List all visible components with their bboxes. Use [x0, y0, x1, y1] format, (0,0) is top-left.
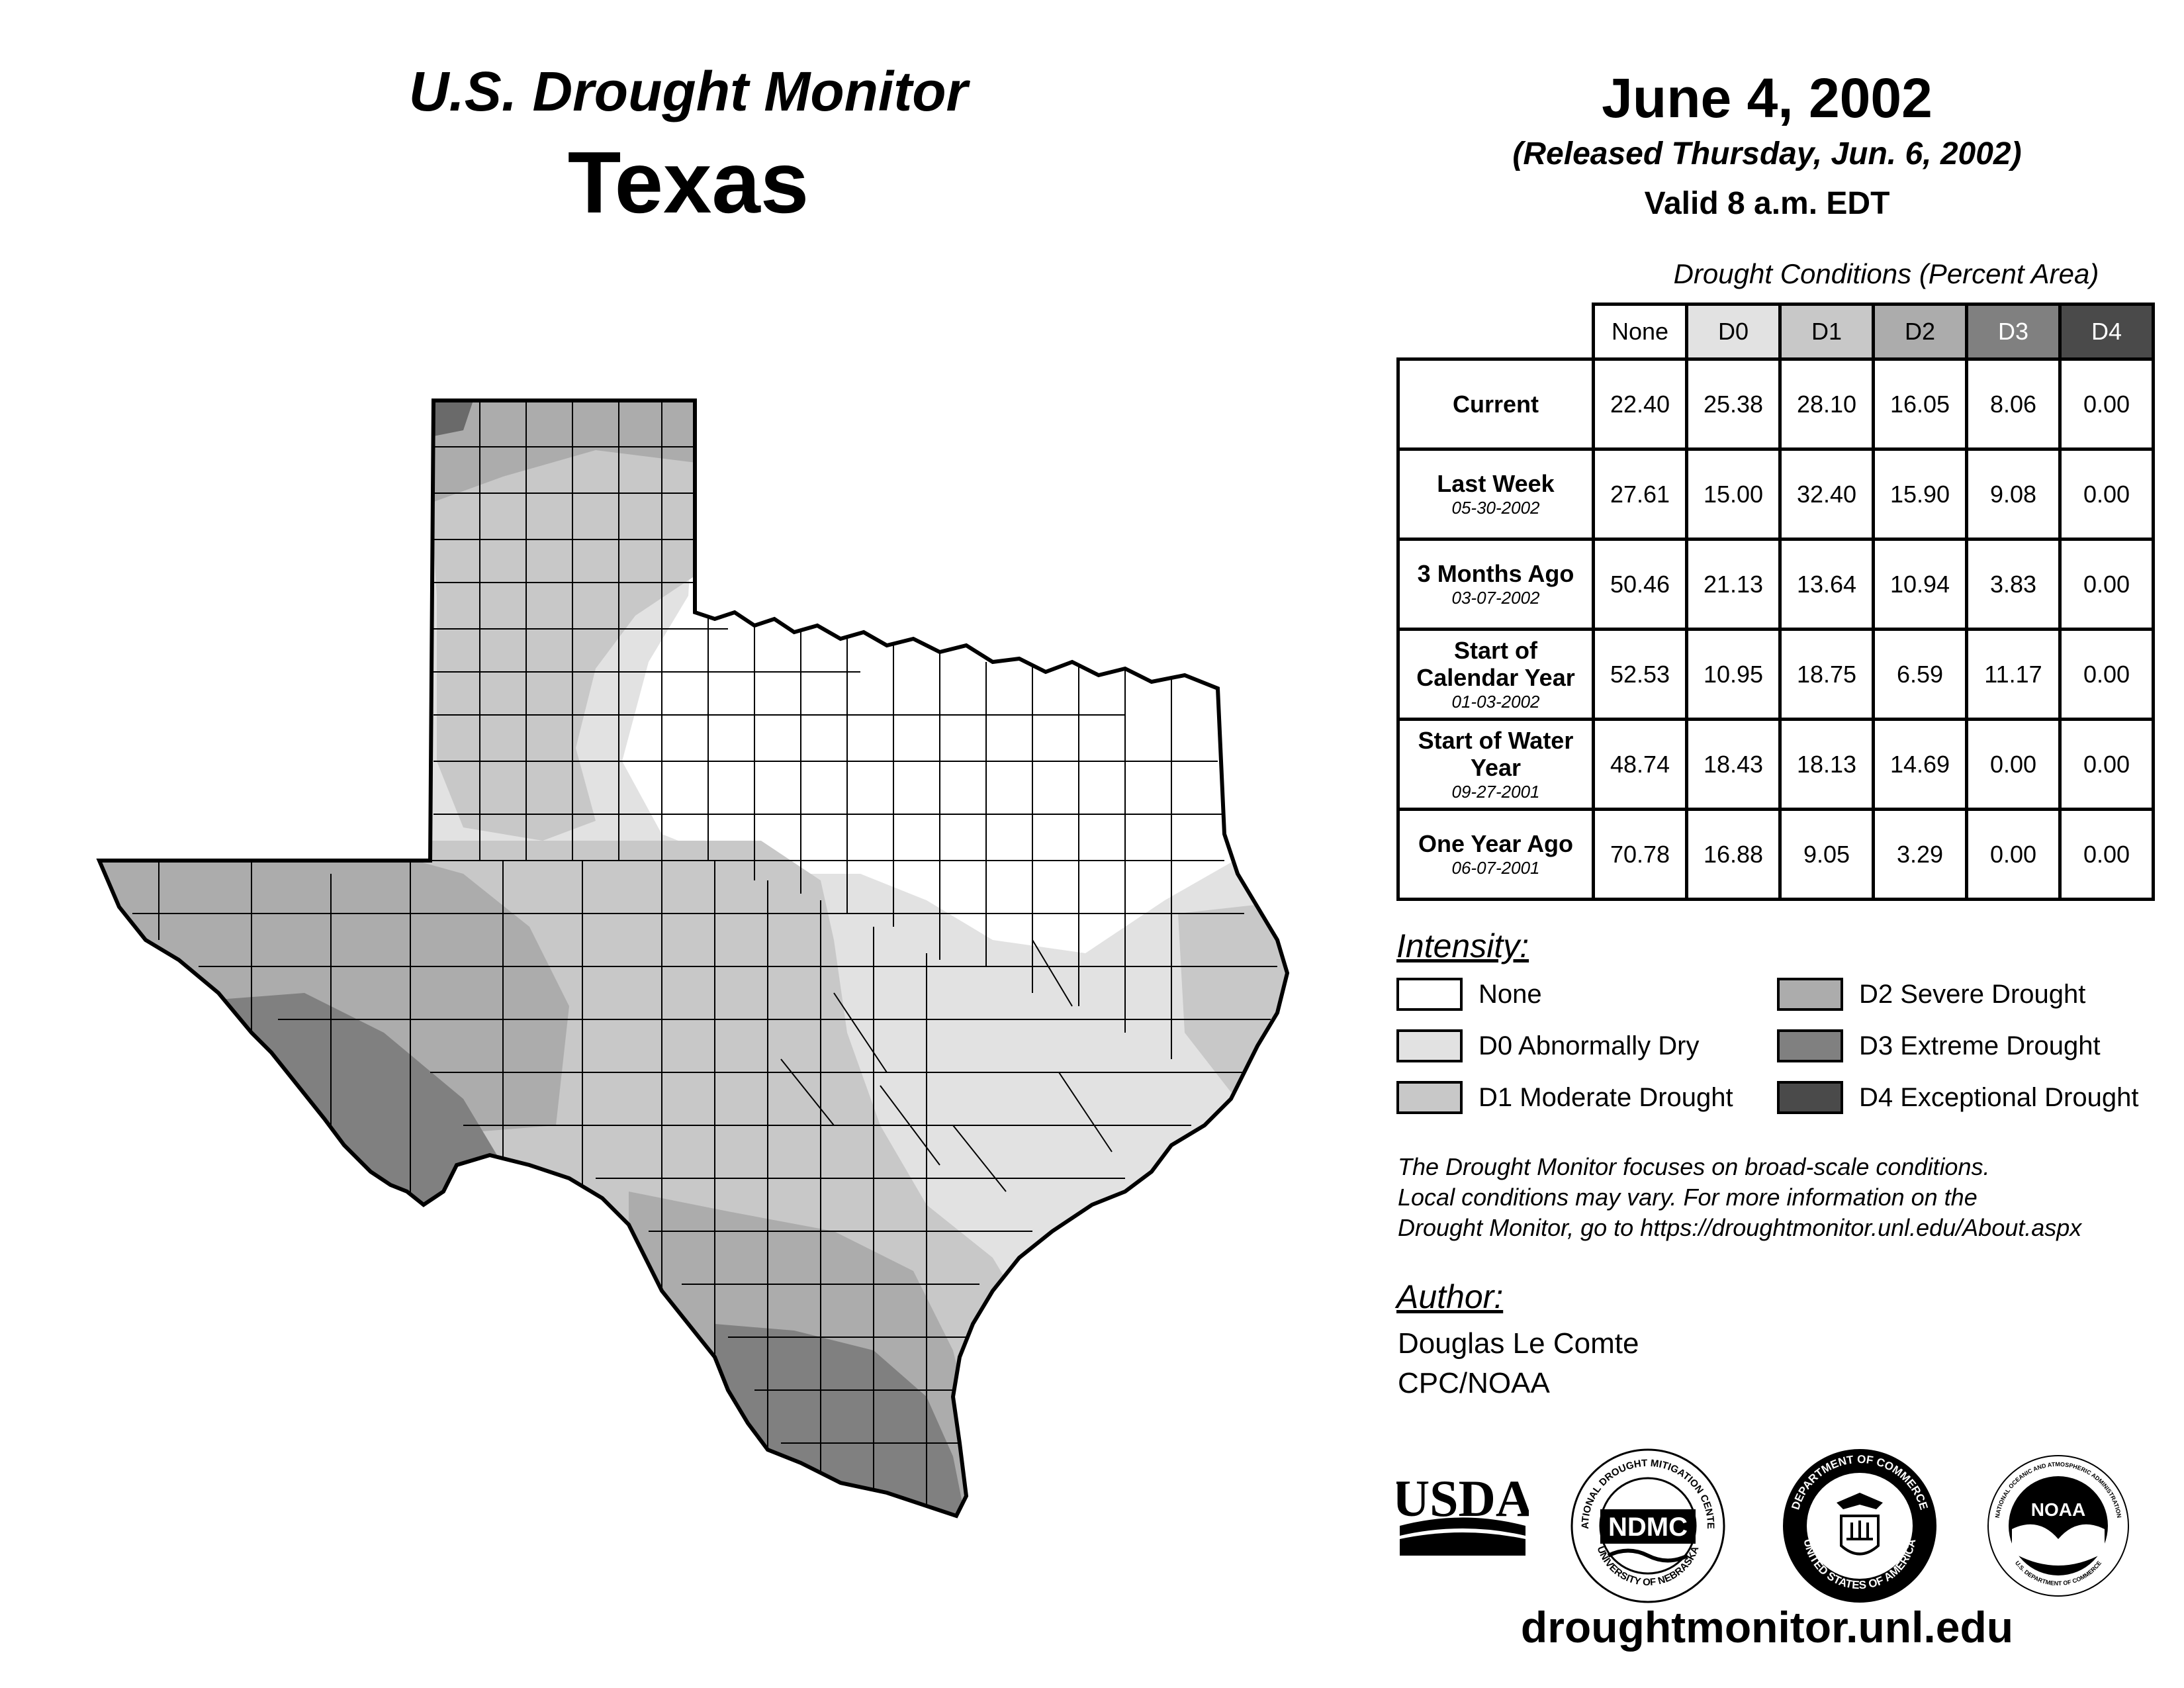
cell-value: 32.40 [1778, 447, 1875, 541]
cell-value: 16.88 [1685, 808, 1782, 901]
legend-item-d2: D2 Severe Drought [1777, 976, 2085, 1012]
cell-value: 0.00 [2058, 538, 2155, 631]
legend-item-none: None [1396, 976, 1542, 1012]
cell-value: 13.64 [1778, 538, 1875, 631]
drought-stats-table: None D0 D1 D2 D3 D4 Current 22.40 25.38 … [1396, 303, 2155, 901]
cell-value: 10.95 [1685, 628, 1782, 721]
legend-swatch [1777, 1081, 1843, 1114]
legend-swatch [1396, 1029, 1463, 1062]
svg-text:NDMC: NDMC [1608, 1513, 1688, 1542]
col-header-d0: D0 [1685, 303, 1782, 361]
legend-item-d4: D4 Exceptional Drought [1777, 1080, 2138, 1115]
table-corner [1398, 304, 1595, 361]
legend-swatch [1396, 978, 1463, 1011]
table-row: Start of Water Year 09-27-2001 48.74 18.4… [1396, 718, 2155, 811]
author-org: CPC/NOAA [1398, 1367, 1550, 1399]
table-row: Current 22.40 25.38 28.10 16.05 8.06 0.0… [1396, 357, 2155, 451]
col-header-d1: D1 [1778, 303, 1875, 361]
author-title: Author: [1396, 1278, 1504, 1315]
legend-label: D4 Exceptional Drought [1859, 1082, 2139, 1112]
table-row: Last Week 05-30-2002 27.61 15.00 32.40 15… [1396, 447, 2155, 541]
row-label: One Year Ago 06-07-2001 [1396, 808, 1595, 901]
cell-value: 22.40 [1592, 357, 1688, 451]
cell-value: 70.78 [1592, 808, 1688, 901]
map-title: U.S. Drought Monitor [408, 60, 968, 122]
cell-value: 50.46 [1592, 538, 1688, 631]
legend-item-d3: D3 Extreme Drought [1777, 1028, 2101, 1064]
cell-value: 18.75 [1778, 628, 1875, 721]
site-url[interactable]: droughtmonitor.unl.edu [1520, 1603, 2014, 1652]
zone-d1-panhandle [397, 400, 702, 841]
cell-value: 18.13 [1778, 718, 1875, 811]
cell-value: 0.00 [2058, 447, 2155, 541]
legend-label: D0 Abnormally Dry [1479, 1031, 1700, 1060]
cell-value: 0.00 [2058, 357, 2155, 451]
cell-value: 10.94 [1872, 538, 1968, 631]
row-label: Start of Calendar Year 01-03-2002 [1396, 628, 1595, 721]
col-header-d2: D2 [1872, 303, 1968, 361]
cell-value: 0.00 [2058, 628, 2155, 721]
cell-value: 21.13 [1685, 538, 1782, 631]
legend-item-d1: D1 Moderate Drought [1396, 1080, 1733, 1115]
legend-swatch [1777, 1029, 1843, 1062]
cell-value: 18.43 [1685, 718, 1782, 811]
texas-drought-map [0, 0, 1390, 1589]
cell-value: 0.00 [1965, 718, 2062, 811]
row-label: 3 Months Ago 03-07-2002 [1396, 538, 1595, 631]
row-label: Current [1396, 357, 1595, 451]
noaa-logo: NATIONAL OCEANIC AND ATMOSPHERIC ADMINIS… [1987, 1455, 2129, 1597]
legend-swatch [1777, 978, 1843, 1011]
cell-value: 9.05 [1778, 808, 1875, 901]
legend-label: D2 Severe Drought [1859, 979, 2086, 1009]
cell-value: 0.00 [2058, 718, 2155, 811]
cell-value: 48.74 [1592, 718, 1688, 811]
col-header-none: None [1592, 303, 1688, 361]
cell-value: 3.29 [1872, 808, 1968, 901]
map-date: June 4, 2002 [1602, 67, 1933, 129]
cell-value: 9.08 [1965, 447, 2062, 541]
legend-label: D3 Extreme Drought [1859, 1031, 2101, 1060]
cell-value: 14.69 [1872, 718, 1968, 811]
cell-value: 11.17 [1965, 628, 2062, 721]
row-label: Last Week 05-30-2002 [1396, 447, 1595, 541]
table-row: 3 Months Ago 03-07-2002 50.46 21.13 13.64… [1396, 538, 2155, 631]
author-name: Douglas Le Comte [1398, 1327, 1639, 1360]
cell-value: 3.83 [1965, 538, 2062, 631]
table-caption: Drought Conditions (Percent Area) [1673, 258, 2099, 289]
legend-label: D1 Moderate Drought [1479, 1082, 1733, 1112]
cell-value: 27.61 [1592, 447, 1688, 541]
table-row: One Year Ago 06-07-2001 70.78 16.88 9.05 … [1396, 808, 2155, 901]
commerce-seal: DEPARTMENT OF COMMERCE UNITED STATES OF … [1783, 1449, 1936, 1603]
release-date: (Released Thursday, Jun. 6, 2002) [1512, 136, 2022, 171]
legend-label: None [1479, 979, 1542, 1009]
cell-value: 6.59 [1872, 628, 1968, 721]
cell-value: 0.00 [1965, 808, 2062, 901]
legend-title: Intensity: [1396, 927, 1529, 964]
row-label: Start of Water Year 09-27-2001 [1396, 718, 1595, 811]
legend-swatch [1396, 1081, 1463, 1114]
cell-value: 8.06 [1965, 357, 2062, 451]
valid-time: Valid 8 a.m. EDT [1644, 186, 1890, 221]
disclaimer: The Drought Monitor focuses on broad-sca… [1398, 1153, 2082, 1241]
table-row: Start of Calendar Year 01-03-2002 52.53 1… [1396, 628, 2155, 721]
cell-value: 28.10 [1778, 357, 1875, 451]
cell-value: 15.00 [1685, 447, 1782, 541]
cell-value: 15.90 [1872, 447, 1968, 541]
col-header-d4: D4 [2058, 303, 2155, 361]
col-header-d3: D3 [1965, 303, 2062, 361]
svg-text:NOAA: NOAA [2031, 1499, 2085, 1520]
usda-logo: USDA [1396, 1470, 1529, 1556]
cell-value: 16.05 [1872, 357, 1968, 451]
ndmc-logo: NATIONAL DROUGHT MITIGATION CENTER UNIVE… [1569, 1446, 1725, 1603]
zone-d3-big-bend [218, 993, 503, 1218]
zone-d2-panhandle [430, 400, 702, 503]
cell-value: 0.00 [2058, 808, 2155, 901]
county-lines [99, 400, 1277, 1506]
cell-value: 25.38 [1685, 357, 1782, 451]
cell-value: 52.53 [1592, 628, 1688, 721]
state-name: Texas [567, 134, 809, 231]
legend-item-d0: D0 Abnormally Dry [1396, 1028, 1699, 1064]
